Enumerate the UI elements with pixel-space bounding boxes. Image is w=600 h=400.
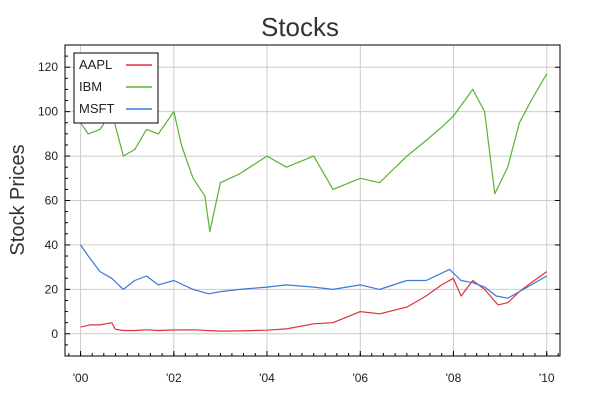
y-tick-label: 120 <box>38 60 58 74</box>
y-tick-label: 80 <box>45 149 59 163</box>
x-tick-label: '10 <box>539 371 555 385</box>
x-tick-label: '06 <box>352 371 368 385</box>
axes-layer: 0 20 40 60 80 100 120 '00 '02 '04 '06 '08 '10 <box>38 44 560 385</box>
legend-label-msft: MSFT <box>79 101 114 116</box>
y-tick-label: 20 <box>45 282 59 296</box>
x-tick-label: '04 <box>259 371 275 385</box>
y-tick-label: 40 <box>45 238 59 252</box>
x-tick-label: '08 <box>446 371 462 385</box>
legend-label-ibm: IBM <box>79 79 102 94</box>
series-line-msft <box>80 244 547 299</box>
y-tick-label: 0 <box>51 327 58 341</box>
legend: AAPL IBM MSFT <box>73 52 159 124</box>
y-axis-label: Stock Prices <box>7 144 29 255</box>
series-layer <box>80 73 548 332</box>
chart-title: Stocks <box>261 12 339 42</box>
series-line-aapl <box>80 271 548 332</box>
x-tick-label: '02 <box>166 371 182 385</box>
y-tick-label: 100 <box>38 105 58 119</box>
y-tick-label: 60 <box>45 194 59 208</box>
legend-label-aapl: AAPL <box>79 57 112 72</box>
series-line-ibm <box>80 73 548 233</box>
x-tick-label: '00 <box>73 371 89 385</box>
